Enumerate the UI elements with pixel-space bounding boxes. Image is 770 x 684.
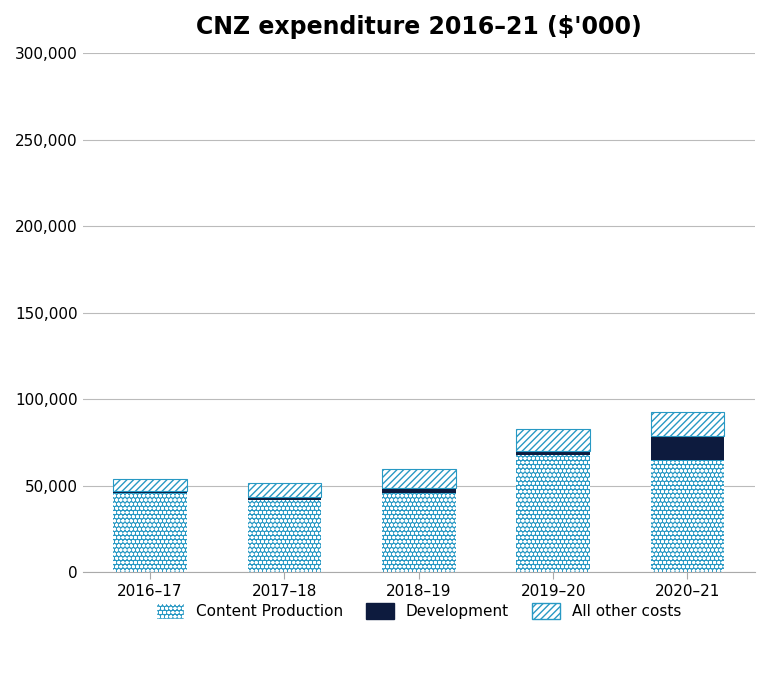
Bar (516, 455, 590, 573)
Bar (247, 497, 321, 500)
Bar (516, 429, 590, 451)
Bar (113, 493, 187, 573)
Bar (247, 484, 321, 497)
Bar (247, 500, 321, 573)
Bar (382, 493, 456, 573)
Legend: Content Production, Development, All other costs: Content Production, Development, All oth… (149, 596, 688, 627)
Bar (382, 488, 456, 493)
Bar (516, 451, 590, 455)
Title: CNZ expenditure 2016–21 ($'000): CNZ expenditure 2016–21 ($'000) (196, 15, 641, 39)
Bar (651, 460, 725, 573)
Bar (382, 469, 456, 488)
Bar (113, 491, 187, 493)
Bar (113, 479, 187, 491)
Bar (651, 412, 725, 436)
Bar (651, 436, 725, 460)
